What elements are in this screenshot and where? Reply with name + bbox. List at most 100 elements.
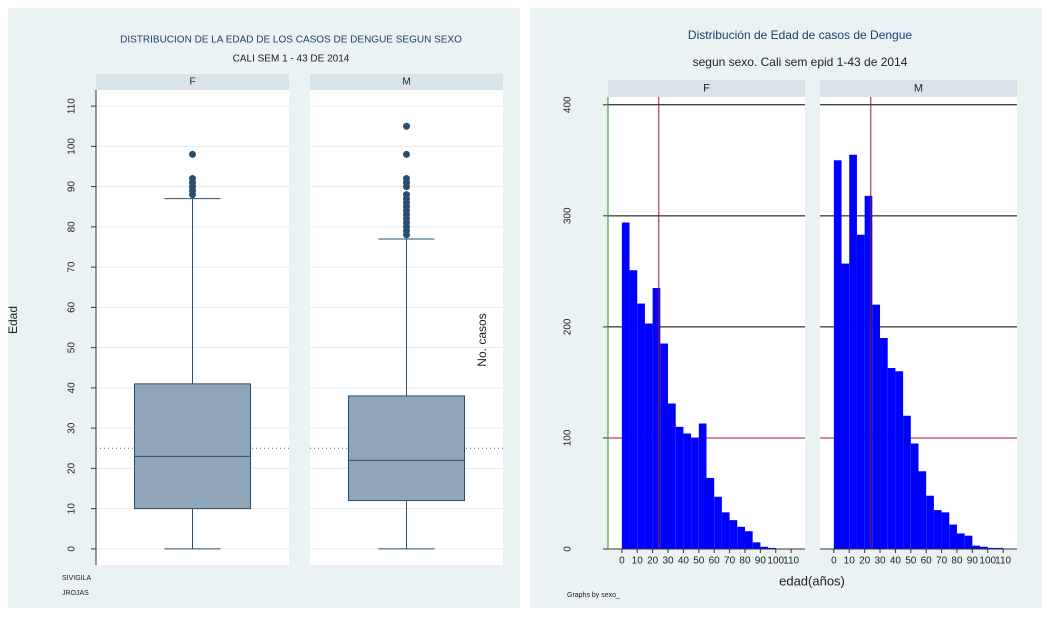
y-tick-label: 200 [563, 318, 574, 335]
histogram-bar [752, 542, 761, 549]
y-tick-label: 10 [67, 503, 78, 515]
y-tick-label: 0 [563, 546, 574, 552]
y-tick-label: 0 [67, 546, 78, 552]
histogram-bar [698, 423, 707, 549]
histogram-bar [637, 303, 645, 549]
y-tick-label: 100 [563, 429, 574, 446]
note: SIVIGILA [62, 575, 92, 582]
x-tick-label: 70 [936, 556, 948, 567]
x-tick-label: 10 [632, 556, 644, 567]
x-tick-label: 90 [755, 556, 767, 567]
box [134, 383, 251, 510]
note: Graphs by sexo_ [567, 592, 620, 599]
histogram-bar [941, 512, 950, 549]
x-tick-label: 50 [693, 556, 705, 567]
x-tick-label: 20 [859, 556, 871, 567]
histogram-bar [887, 367, 896, 549]
histogram-bar [903, 415, 911, 549]
histogram-bar [621, 222, 630, 550]
histogram-bar [956, 533, 965, 549]
chart-title: DISTRIBUCION DE LA EDAD DE LOS CASOS DE … [120, 35, 462, 46]
facet-label: F [189, 77, 195, 88]
facet-header [820, 80, 1017, 97]
histogram-bar [864, 195, 873, 549]
x-tick-label: 60 [921, 556, 933, 567]
y-axis-label: No. casos [475, 313, 489, 366]
histogram-bar [729, 520, 738, 549]
y-tick-label: 100 [67, 138, 78, 155]
outlier [403, 150, 410, 158]
x-tick-label: 20 [647, 556, 659, 567]
histogram-bar [949, 524, 957, 549]
histogram-bar [721, 512, 730, 549]
histogram-bar [841, 263, 850, 549]
histogram-bar [910, 443, 919, 549]
x-tick-label: 100 [979, 556, 996, 567]
outlier [403, 191, 410, 199]
x-tick-label: 30 [874, 556, 886, 567]
x-tick-label: 100 [767, 556, 784, 567]
x-tick-label: 40 [890, 556, 902, 567]
histogram-bar [760, 546, 769, 549]
x-tick-label: 40 [678, 556, 690, 567]
histogram-bar [964, 535, 973, 549]
histogram-bar [880, 337, 888, 549]
histogram-bar [768, 547, 776, 549]
outlier [189, 150, 196, 158]
y-tick-label: 20 [67, 462, 78, 474]
x-tick-label: 90 [967, 556, 979, 567]
histogram-bar [849, 154, 857, 549]
y-axis-label: Edad [6, 306, 20, 334]
outlier [403, 122, 410, 130]
x-tick-label: 60 [709, 556, 721, 567]
histogram-bar [737, 526, 745, 549]
histogram-bar [895, 371, 904, 549]
y-tick-label: 90 [67, 181, 78, 193]
y-tick-label: 110 [67, 98, 78, 114]
x-tick-label: 50 [905, 556, 917, 567]
x-tick-label: 30 [662, 556, 674, 567]
x-tick-label: 10 [844, 556, 856, 567]
y-tick-label: 400 [563, 96, 574, 113]
x-tick-label: 70 [724, 556, 736, 567]
histogram-bar [652, 288, 661, 549]
chart-title: Distribución de Edad de casos de Dengue [688, 28, 912, 42]
chart-subtitle: CALI SEM 1 - 43 DE 2014 [233, 54, 350, 65]
histogram-bar [987, 547, 996, 549]
histogram-bar [744, 531, 753, 549]
histogram-bar [644, 323, 653, 549]
facet-label: M [402, 77, 410, 88]
histogram-bar [972, 545, 981, 549]
outlier [403, 175, 410, 183]
histogram-bar [691, 437, 699, 549]
y-tick-label: 80 [67, 221, 78, 233]
histogram-bar [833, 160, 842, 549]
histogram-bar [714, 496, 722, 549]
chart-subtitle: segun sexo. Cali sem epid 1-43 de 2014 [693, 55, 908, 69]
histogram-bar [856, 234, 865, 549]
x-tick-label: 110 [995, 556, 1011, 567]
histogram-bar [706, 477, 715, 549]
facet-label: F [703, 82, 710, 94]
x-tick-label: 80 [739, 556, 751, 567]
histogram-bar [980, 546, 988, 549]
histogram-bar [995, 547, 1004, 549]
y-tick-label: 70 [67, 261, 78, 273]
histogram-bar [933, 510, 942, 549]
outlier [189, 175, 196, 183]
x-tick-label: 80 [951, 556, 963, 567]
y-tick-label: 60 [67, 301, 78, 313]
x-axis-label: edad(años) [779, 573, 845, 588]
histogram-bar [872, 304, 881, 549]
y-tick-label: 300 [563, 207, 574, 224]
histogram-bar [675, 426, 684, 549]
x-tick-label: 0 [831, 556, 837, 567]
note: JROJAS [62, 590, 89, 597]
facet-header [96, 74, 289, 90]
box [348, 395, 465, 502]
x-tick-label: 110 [783, 556, 799, 567]
facet-header [608, 80, 805, 97]
x-tick-label: 0 [619, 556, 625, 567]
y-tick-label: 30 [67, 422, 78, 434]
